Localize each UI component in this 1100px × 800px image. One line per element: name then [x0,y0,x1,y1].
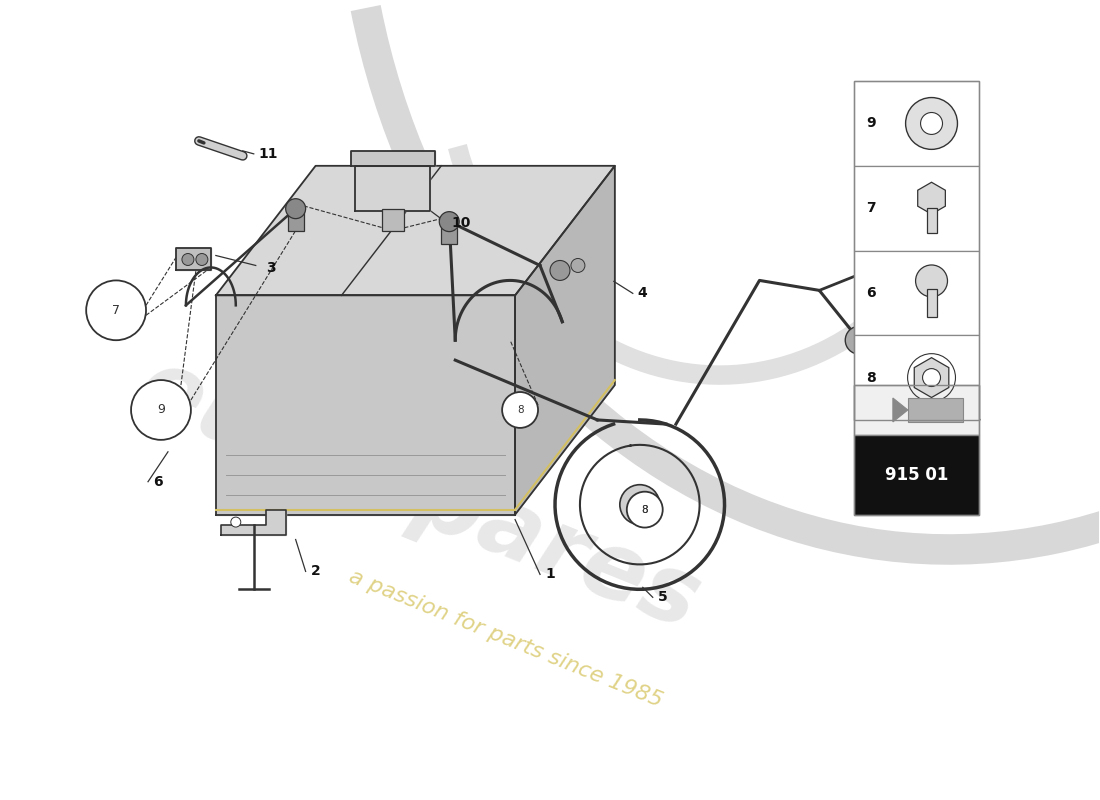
Text: 8: 8 [517,405,524,415]
Polygon shape [216,166,615,295]
Text: 8: 8 [866,370,876,385]
Bar [855,335,979,420]
Bar [855,385,979,435]
Bar [908,398,962,422]
Circle shape [439,212,459,231]
Circle shape [845,326,873,354]
Bar [855,250,979,335]
Text: 2: 2 [310,565,320,578]
Text: 4: 4 [638,286,648,300]
Text: 11: 11 [258,147,278,161]
Polygon shape [216,295,515,514]
Bar [855,385,979,514]
Polygon shape [221,510,286,534]
Text: 915 01: 915 01 [884,466,948,484]
Text: 8: 8 [641,505,648,514]
Polygon shape [515,166,615,514]
Text: 8: 8 [641,505,648,514]
Circle shape [909,281,929,300]
Text: 5: 5 [658,590,668,604]
Polygon shape [351,151,436,166]
Circle shape [86,281,146,340]
Circle shape [131,380,191,440]
Text: 3: 3 [266,262,275,275]
Circle shape [619,485,660,525]
Text: 7: 7 [866,201,876,215]
Circle shape [923,369,940,386]
Bar [855,81,979,420]
Text: 1: 1 [544,567,554,582]
Circle shape [905,98,957,150]
Text: 10: 10 [451,216,471,230]
Text: a passion for parts since 1985: a passion for parts since 1985 [346,567,666,711]
Polygon shape [917,182,945,214]
Circle shape [571,258,585,273]
Polygon shape [355,166,430,210]
Bar [441,222,458,243]
Bar [382,209,404,230]
Text: 7: 7 [112,304,120,317]
Bar [855,435,979,514]
Circle shape [502,392,538,428]
Circle shape [182,254,194,266]
Text: eurospares: eurospares [124,341,713,650]
Circle shape [627,492,662,527]
Circle shape [196,254,208,266]
Circle shape [550,261,570,281]
Bar [855,166,979,250]
Bar [855,81,979,166]
Text: 6: 6 [866,286,876,300]
Bar [926,208,936,233]
Text: 9: 9 [866,117,876,130]
Circle shape [915,265,947,297]
Circle shape [286,198,306,218]
Circle shape [921,113,943,134]
Bar [288,209,304,230]
Text: 9: 9 [157,403,165,417]
Circle shape [231,517,241,527]
Text: 6: 6 [153,474,163,489]
Polygon shape [914,358,949,398]
Bar [926,289,936,317]
Polygon shape [176,247,211,270]
Polygon shape [893,398,907,422]
